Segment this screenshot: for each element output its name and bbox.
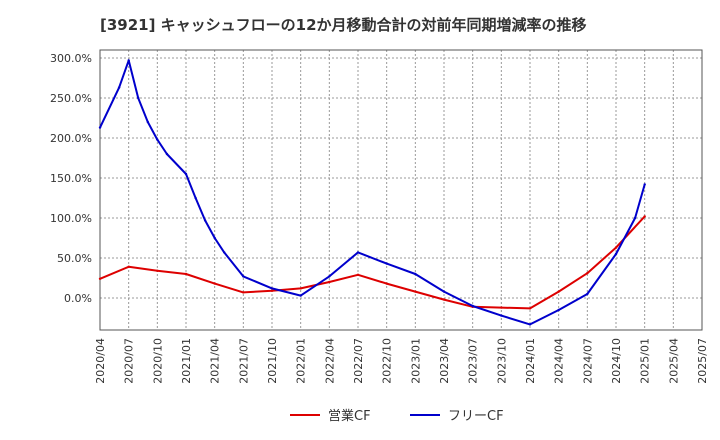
x-tick-label: 2022/01 — [295, 338, 308, 384]
series-2-point — [137, 96, 140, 100]
legend-label-2: フリーCF — [448, 409, 504, 424]
series-2-point — [117, 86, 121, 89]
series-2-point — [146, 120, 149, 124]
series-1-point — [414, 290, 417, 293]
series-1-point — [213, 282, 216, 285]
x-tick-label: 2022/07 — [352, 338, 365, 384]
x-tick-label: 2025/01 — [639, 338, 652, 384]
series-2-point — [223, 251, 226, 254]
chart-title: [3921] キャッシュフローの12か月移動合計の対前年同期増減率の推移 — [100, 16, 587, 34]
plot-frame — [99, 49, 703, 331]
axis-layer: 300.0% 250.0% 200.0% 150.0% 100.0% 50.0% 0.0% 2… — [50, 49, 709, 384]
series-1-point — [557, 290, 560, 293]
series-2-point — [194, 196, 197, 200]
x-tick-label: 2025/04 — [667, 338, 680, 384]
series-2-point — [614, 252, 618, 256]
x-tick-label: 2023/01 — [409, 338, 422, 384]
x-tick-label: 2021/10 — [266, 338, 279, 384]
x-tick-label: 2024/04 — [553, 338, 566, 384]
series-2-point — [633, 216, 637, 220]
series-2-point — [328, 275, 331, 278]
series-2-point — [528, 323, 532, 326]
legend: 営業CF フリーCF — [290, 408, 504, 424]
series-2-point — [471, 304, 474, 308]
series-1-point — [184, 272, 188, 276]
x-tick-label: 2025/07 — [696, 338, 709, 384]
series-2-point — [356, 251, 360, 254]
series-2-point — [156, 138, 159, 141]
x-tick-label: 2022/10 — [381, 338, 394, 384]
y-tick-label: 100.0% — [50, 212, 92, 225]
x-tick-label: 2021/01 — [180, 338, 193, 384]
series-2-point — [127, 59, 130, 62]
series-2-point — [242, 275, 245, 278]
series-2-point — [586, 292, 589, 296]
x-tick-label: 2021/04 — [209, 338, 222, 384]
series-line-1 — [99, 215, 646, 310]
y-tick-label: 0.0% — [64, 292, 92, 305]
series-1-point — [500, 306, 503, 309]
series-2-point — [165, 152, 169, 156]
series-2-point — [385, 262, 388, 265]
series-1-point — [442, 298, 446, 301]
x-tick-label: 2024/10 — [610, 338, 623, 384]
y-tick-label: 150.0% — [50, 172, 92, 185]
series-2-point — [213, 236, 216, 240]
x-tick-label: 2023/04 — [438, 338, 451, 384]
grid-layer — [99, 50, 703, 330]
series-2-point — [442, 290, 446, 293]
series-2-point — [270, 287, 274, 290]
series-1-point — [356, 273, 360, 276]
series-2-point — [500, 314, 503, 317]
series-1-point — [98, 277, 102, 280]
series-1-point — [299, 287, 302, 290]
series-2-point — [184, 172, 188, 176]
series-1-point — [643, 215, 646, 218]
series-layer — [98, 59, 646, 326]
y-tick-label: 300.0% — [50, 52, 92, 65]
series-1-point — [385, 282, 388, 285]
x-tick-label: 2022/04 — [323, 338, 336, 384]
series-1-point — [270, 289, 274, 292]
series-2-point — [299, 294, 302, 297]
series-1-point — [614, 246, 618, 249]
y-tick-label: 50.0% — [57, 252, 92, 265]
x-tick-label: 2024/07 — [581, 338, 594, 384]
series-2-point — [98, 126, 102, 129]
series-1-point — [156, 269, 159, 272]
series-2-point — [643, 183, 646, 186]
x-tick-label: 2023/07 — [467, 338, 480, 384]
series-1-point — [127, 265, 130, 268]
x-tick-label: 2024/01 — [524, 338, 537, 384]
series-2-point — [414, 272, 417, 276]
series-1-point — [528, 307, 532, 310]
series-1-point — [242, 291, 245, 294]
y-tick-label: 250.0% — [50, 92, 92, 105]
series-2-point — [557, 308, 560, 312]
series-1-point — [586, 272, 589, 275]
x-tick-label: 2020/10 — [151, 338, 164, 384]
y-tick-label: 200.0% — [50, 132, 92, 145]
x-tick-label: 2023/10 — [495, 338, 508, 384]
series-line-2 — [99, 59, 646, 326]
legend-label-1: 営業CF — [328, 408, 371, 424]
x-tick-label: 2021/07 — [237, 338, 250, 384]
series-2-point — [203, 219, 207, 222]
x-tick-label: 2020/07 — [123, 338, 136, 384]
series-1-point — [328, 280, 331, 284]
x-tick-label: 2020/04 — [94, 338, 107, 384]
